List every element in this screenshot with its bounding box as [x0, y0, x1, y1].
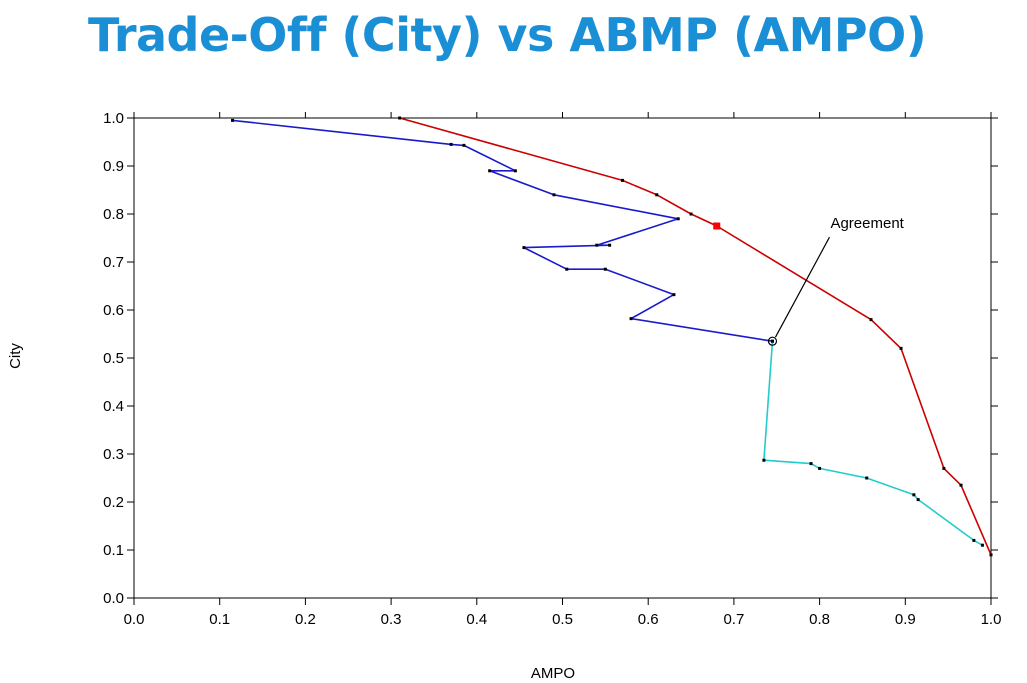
x-axis-label: AMPO: [531, 665, 575, 682]
y-tick-label: 0.2: [103, 494, 124, 511]
data-point: [231, 118, 235, 122]
data-point: [565, 267, 569, 271]
y-axis-label: City: [7, 343, 24, 369]
y-tick-label: 0.6: [103, 302, 124, 319]
data-point: [513, 169, 517, 173]
y-tick-label: 0.4: [103, 398, 124, 415]
x-tick-label: 0.7: [723, 611, 744, 628]
data-point: [595, 243, 599, 247]
annotation-label: Agreement: [830, 215, 904, 232]
data-point: [629, 317, 633, 321]
data-point: [865, 476, 869, 480]
data-point: [462, 143, 466, 147]
data-point: [916, 498, 920, 502]
plot-frame: [133, 117, 992, 599]
annotations-group: Agreement: [767, 215, 905, 346]
x-tick-label: 0.1: [209, 611, 230, 628]
x-tick-label: 0.2: [295, 611, 316, 628]
data-point: [603, 267, 607, 271]
y-tick-label: 0.1: [103, 542, 124, 559]
data-point: [398, 116, 402, 120]
series-line-1: [399, 117, 992, 556]
x-tick-label: 0.0: [124, 611, 145, 628]
x-tick-label: 0.4: [466, 611, 487, 628]
data-point: [620, 178, 624, 182]
data-point: [818, 466, 822, 470]
y-tick-label: 0.3: [103, 446, 124, 463]
x-tick-label: 0.6: [638, 611, 659, 628]
y-tick-label: 0.0: [103, 590, 124, 607]
annotation-leader: [774, 236, 830, 338]
y-tick-label: 0.7: [103, 254, 124, 271]
data-point: [676, 217, 680, 221]
data-point: [762, 458, 766, 462]
y-tick-label: 0.5: [103, 350, 124, 367]
x-tick-label: 0.9: [895, 611, 916, 628]
x-tick-label: 0.8: [809, 611, 830, 628]
data-point: [552, 193, 556, 197]
data-point: [942, 466, 946, 470]
data-point: [488, 169, 492, 173]
agreement-marker-dot: [771, 340, 774, 343]
data-point: [809, 462, 813, 466]
data-point: [869, 318, 873, 322]
data-point: [522, 246, 526, 250]
series-group: [231, 116, 993, 557]
x-tick-label: 1.0: [981, 611, 1002, 628]
data-point: [912, 493, 916, 497]
data-point: [449, 142, 453, 146]
highlight-point: [713, 222, 721, 230]
data-point: [989, 553, 993, 557]
page-title: Trade-Off (City) vs ABMP (AMPO): [88, 8, 927, 62]
data-point: [972, 538, 976, 542]
y-tick-label: 0.8: [103, 206, 124, 223]
x-tick-label: 0.3: [381, 611, 402, 628]
data-point: [672, 293, 676, 297]
y-tick-label: 0.9: [103, 158, 124, 175]
data-point: [608, 243, 612, 247]
x-tick-label: 0.5: [552, 611, 573, 628]
data-point: [959, 483, 963, 487]
data-point: [689, 212, 693, 216]
data-point: [899, 346, 903, 350]
axes: 0.0 0.1 0.2 0.3 0.4 0.5 0.6 0.7 0.8 0.9 1.0 0.0 0.1 0…: [103, 110, 1001, 628]
data-point: [980, 543, 984, 547]
data-point: [655, 193, 659, 197]
y-tick-label: 1.0: [103, 110, 124, 127]
agreement-marker: [767, 336, 778, 346]
